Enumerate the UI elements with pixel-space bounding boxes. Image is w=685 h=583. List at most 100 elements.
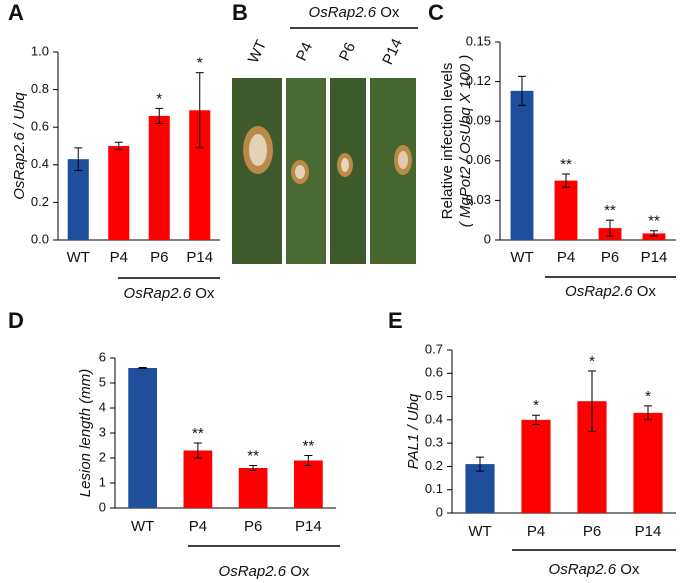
y-tick-label: 0.5 [425,388,443,403]
y-tick-label: 0.03 [466,192,491,207]
lesion [341,158,349,172]
bar [633,412,663,513]
y-tick-label: 0.0 [31,231,49,246]
significance: * [645,388,651,405]
panel-label: A [8,0,24,25]
group-label-plain: Ox [380,4,400,21]
photo-label: P14 [379,36,406,67]
group-label-italic: OsRap2.6 [549,561,617,578]
x-tick-label: P6 [150,249,168,266]
x-tick-label: P14 [186,249,213,266]
significance: ** [560,156,572,173]
x-tick-label: P6 [601,249,619,266]
photo-label: P6 [336,40,359,64]
group-label-plain: Ox [195,285,215,302]
y-tick-label: 0.06 [466,152,491,167]
bar [554,180,578,240]
y-tick-label: 0.3 [425,435,443,450]
lesion [398,151,408,169]
y-tick-label: 1 [99,474,106,489]
x-tick-label: P6 [244,518,262,535]
y-tick-label: 3 [99,424,106,439]
y-tick-label: 0.8 [31,81,49,96]
y-tick-label: 0.09 [466,113,491,128]
y-axis-label: ( MgPot2 / OsUbq X 100 ) [457,55,474,228]
photo [232,78,416,264]
panel-label: E [388,308,403,333]
bar [67,159,89,240]
bar [189,110,211,240]
bar [465,464,495,513]
x-tick-label: WT [131,518,154,535]
bar [521,419,551,513]
x-tick-label: P4 [527,523,545,540]
y-axis-label: OsRap2.6 / Ubq [11,92,28,200]
x-tick-label: P14 [295,518,322,535]
group-label-italic: OsRap2.6 [565,283,633,300]
group-label-italic: OsRap2.6 [309,4,377,21]
group-label-italic: OsRap2.6 [219,563,287,580]
y-tick-label: 0 [99,499,106,514]
x-tick-label: P4 [557,249,575,266]
panel-label: C [428,0,444,25]
significance: ** [303,437,315,454]
lesion [249,134,267,166]
y-axis-label: Relative infection levels [439,63,456,220]
y-tick-label: 0.2 [425,458,443,473]
x-tick-label: P14 [641,249,668,266]
lesion [295,165,305,179]
bar [294,460,323,508]
significance: ** [247,447,259,464]
bar [148,115,170,240]
group-label-plain: Ox [290,563,310,580]
panel-label: B [232,0,248,25]
y-tick-label: 4 [99,399,106,414]
y-tick-label: 0 [484,231,491,246]
significance: * [197,55,203,72]
group-label: OsRap2.6 Ox [219,563,310,580]
y-tick-label: 1.0 [31,43,49,58]
group-label: OsRap2.6 Ox [549,561,640,578]
y-tick-label: 0.6 [31,119,49,134]
x-tick-label: P4 [189,518,207,535]
bar [642,233,666,240]
bar [128,368,157,508]
bar [510,90,534,240]
y-tick-label: 0.6 [425,365,443,380]
group-label: OsRap2.6 Ox [565,283,656,300]
y-tick-label: 0.2 [31,194,49,209]
y-tick-label: 5 [99,374,106,389]
y-tick-label: 0.15 [466,33,491,48]
y-tick-label: 0 [436,504,443,519]
group-label-italic: OsRap2.6 [124,285,192,302]
photo-label: WT [245,38,270,66]
y-tick-label: 0.12 [466,73,491,88]
y-axis-label: PAL1 / Ubq [405,393,422,469]
significance: * [589,353,595,370]
group-label-plain: Ox [620,561,640,578]
y-axis-label: Lesion length (mm) [77,369,94,497]
group-label: OsRap2.6 Ox [124,285,215,302]
y-tick-label: 0.7 [425,341,443,356]
group-label-plain: Ox [637,283,657,300]
significance: * [156,90,162,107]
y-tick-label: 6 [99,349,106,364]
bar [108,146,130,240]
x-tick-label: WT [468,523,491,540]
x-tick-label: P14 [635,523,662,540]
x-tick-label: P4 [110,249,128,266]
significance: ** [604,202,616,219]
y-tick-label: 0.1 [425,481,443,496]
bar [238,468,268,508]
y-tick-label: 0.4 [425,411,443,426]
x-tick-label: WT [67,249,90,266]
y-tick-label: 0.4 [31,156,49,171]
significance: ** [192,425,204,442]
significance: * [533,397,539,414]
x-tick-label: WT [510,249,533,266]
y-tick-label: 2 [99,449,106,464]
photo-label: P4 [293,40,316,64]
bar [183,450,213,508]
significance: ** [648,213,660,230]
